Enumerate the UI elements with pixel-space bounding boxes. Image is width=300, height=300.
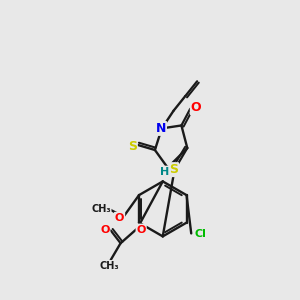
Text: O: O: [136, 224, 146, 235]
Text: O: O: [115, 213, 124, 223]
Text: CH₃: CH₃: [91, 204, 111, 214]
Text: S: S: [169, 163, 178, 176]
Text: O: O: [100, 224, 110, 235]
Text: Cl: Cl: [194, 230, 206, 239]
Text: S: S: [128, 140, 137, 153]
Text: CH₃: CH₃: [100, 261, 120, 271]
Text: O: O: [191, 101, 201, 114]
Text: H: H: [160, 167, 169, 177]
Text: N: N: [156, 122, 166, 135]
